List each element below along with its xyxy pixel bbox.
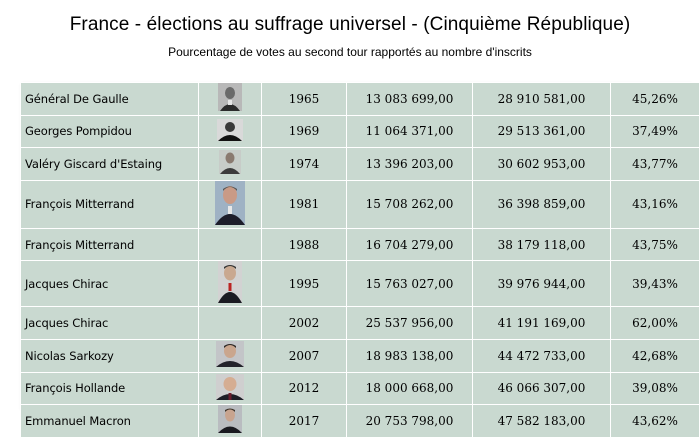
registered-voters-cell: 44 472 733,00 [472, 338, 611, 373]
votes-cell: 15 763 027,00 [346, 260, 473, 308]
percentage-cell: 43,75% [610, 227, 700, 262]
election-year-cell: 2017 [261, 404, 347, 438]
table-row: François Mitterrand 1988 16 704 279,00 38 1… [20, 227, 700, 262]
registered-voters-cell: 30 602 953,00 [472, 147, 611, 181]
giscard-portrait [219, 150, 241, 177]
candidate-name-cell: Jacques Chirac [20, 260, 199, 308]
table-row: Emmanuel Macron 2017 20 753 798,00 47 582 1… [20, 404, 700, 438]
results-table-body: Général De Gaulle 1965 13 083 699,00 28 910… [20, 82, 700, 438]
votes-cell: 15 708 262,00 [346, 179, 473, 229]
portrait-cell [198, 227, 262, 262]
portrait-cell [198, 114, 262, 149]
candidate-name-cell: Général De Gaulle [20, 82, 199, 116]
percentage-cell: 42,68% [610, 338, 700, 373]
results-table: Général De Gaulle 1965 13 083 699,00 28 910… [20, 82, 700, 438]
macron-portrait [218, 405, 242, 436]
table-row: Nicolas Sarkozy 2007 18 983 138,00 44 472 7… [20, 338, 700, 373]
portrait-cell [198, 404, 262, 438]
page-subtitle: Pourcentage de votes au second tour rapp… [168, 45, 532, 59]
pompidou-portrait [217, 118, 243, 144]
registered-voters-cell: 29 513 361,00 [472, 114, 611, 149]
election-year-cell: 1974 [261, 147, 347, 181]
portrait-cell [198, 371, 262, 406]
table-row: Général De Gaulle 1965 13 083 699,00 28 910… [20, 82, 700, 116]
candidate-name-cell: François Hollande [20, 371, 199, 406]
votes-cell: 18 983 138,00 [346, 338, 473, 373]
chirac-portrait [218, 261, 242, 306]
percentage-cell: 39,08% [610, 371, 700, 406]
portrait-cell [198, 338, 262, 373]
votes-cell: 13 396 203,00 [346, 147, 473, 181]
votes-cell: 16 704 279,00 [346, 227, 473, 262]
table-row: Valéry Giscard d'Estaing 1974 13 396 203,0… [20, 147, 700, 181]
election-year-cell: 1995 [261, 260, 347, 308]
table-row: Jacques Chirac 1995 15 763 027,00 39 976 94… [20, 260, 700, 308]
portrait-cell [198, 179, 262, 229]
candidate-name-cell: François Mitterrand [20, 179, 199, 229]
election-year-cell: 1981 [261, 179, 347, 229]
portrait-cell [198, 260, 262, 308]
portrait-cell [198, 82, 262, 116]
registered-voters-cell: 28 910 581,00 [472, 82, 611, 116]
candidate-name-cell: Emmanuel Macron [20, 404, 199, 438]
election-year-cell: 1969 [261, 114, 347, 149]
table-row: François Mitterrand 1981 15 708 262,00 36 3… [20, 179, 700, 229]
registered-voters-cell: 36 398 859,00 [472, 179, 611, 229]
votes-cell: 20 753 798,00 [346, 404, 473, 438]
election-year-cell: 2007 [261, 338, 347, 373]
election-year-cell: 1988 [261, 227, 347, 262]
percentage-cell: 45,26% [610, 82, 700, 116]
candidate-name-cell: Nicolas Sarkozy [20, 338, 199, 373]
percentage-cell: 43,62% [610, 404, 700, 438]
candidate-name-cell: Jacques Chirac [20, 306, 199, 340]
hollande-portrait [216, 373, 244, 403]
votes-cell: 25 537 956,00 [346, 306, 473, 340]
votes-cell: 18 000 668,00 [346, 371, 473, 406]
de-gaulle-portrait [218, 83, 242, 114]
candidate-name-cell: Georges Pompidou [20, 114, 199, 149]
page-title: France - élections au suffrage universel… [69, 14, 631, 35]
votes-cell: 11 064 371,00 [346, 114, 473, 149]
registered-voters-cell: 39 976 944,00 [472, 260, 611, 308]
percentage-cell: 39,43% [610, 260, 700, 308]
votes-cell: 13 083 699,00 [346, 82, 473, 116]
portrait-cell [198, 306, 262, 340]
candidate-name-cell: Valéry Giscard d'Estaing [20, 147, 199, 181]
percentage-cell: 37,49% [610, 114, 700, 149]
sarkozy-portrait [216, 341, 244, 370]
table-row: Georges Pompidou 1969 11 064 371,00 29 513 … [20, 114, 700, 149]
results-table-container: Général De Gaulle 1965 13 083 699,00 28 910… [20, 82, 700, 438]
portrait-cell [198, 147, 262, 181]
registered-voters-cell: 47 582 183,00 [472, 404, 611, 438]
percentage-cell: 62,00% [610, 306, 700, 340]
election-year-cell: 2012 [261, 371, 347, 406]
registered-voters-cell: 41 191 169,00 [472, 306, 611, 340]
election-year-cell: 2002 [261, 306, 347, 340]
table-row: François Hollande 2012 18 000 668,00 46 066… [20, 371, 700, 406]
registered-voters-cell: 46 066 307,00 [472, 371, 611, 406]
percentage-cell: 43,77% [610, 147, 700, 181]
registered-voters-cell: 38 179 118,00 [472, 227, 611, 262]
table-row: Jacques Chirac 2002 25 537 956,00 41 191 16… [20, 306, 700, 340]
mitterrand-portrait [215, 180, 245, 228]
election-year-cell: 1965 [261, 82, 347, 116]
candidate-name-cell: François Mitterrand [20, 227, 199, 262]
percentage-cell: 43,16% [610, 179, 700, 229]
